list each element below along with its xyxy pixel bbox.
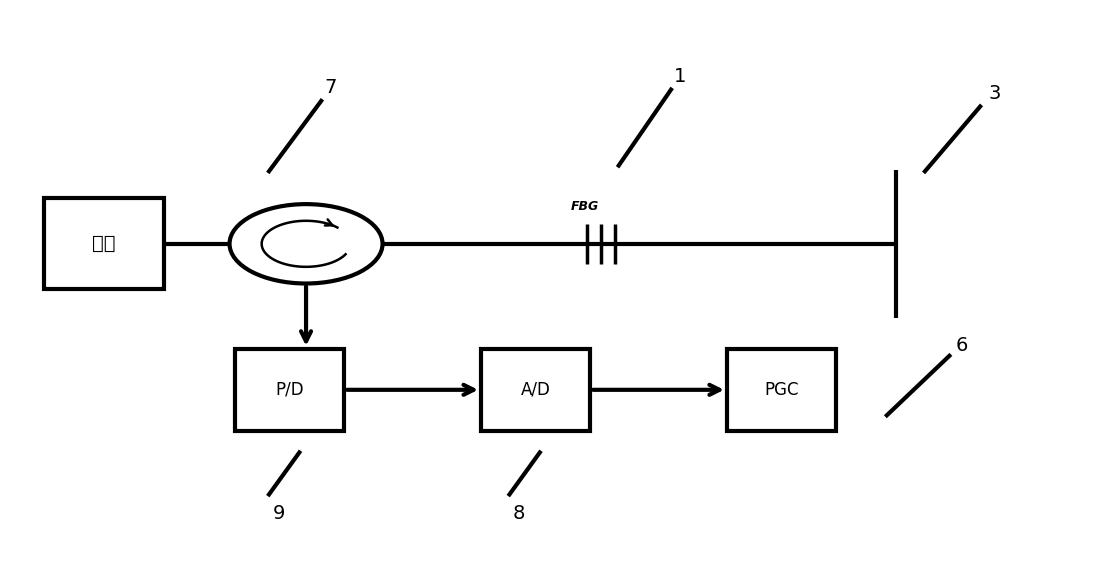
Text: A/D: A/D — [520, 381, 551, 399]
Text: 1: 1 — [673, 67, 686, 86]
Text: FBG: FBG — [571, 200, 599, 213]
Text: 6: 6 — [955, 336, 968, 356]
Text: PGC: PGC — [764, 381, 799, 399]
Text: 7: 7 — [324, 78, 337, 98]
Text: P/D: P/D — [275, 381, 304, 399]
Bar — [481, 349, 590, 431]
Bar — [44, 198, 164, 289]
Text: 3: 3 — [988, 84, 1001, 103]
Text: 9: 9 — [272, 503, 285, 523]
Text: 8: 8 — [513, 503, 526, 523]
Text: 光源: 光源 — [92, 234, 116, 253]
Bar — [235, 349, 344, 431]
Bar — [727, 349, 836, 431]
